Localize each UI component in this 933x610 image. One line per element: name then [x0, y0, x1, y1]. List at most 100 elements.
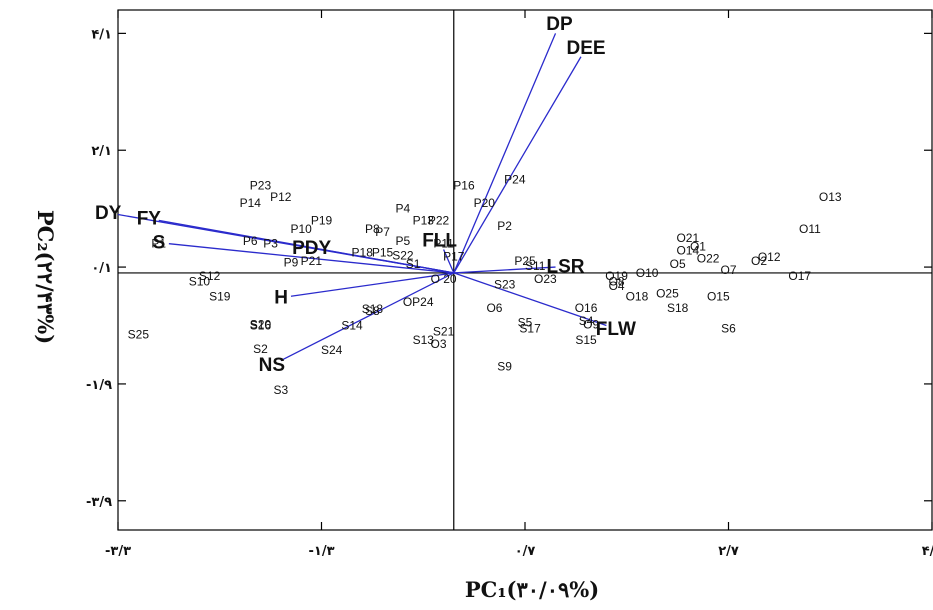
vector-label: FLW	[596, 319, 636, 340]
point-label: O2	[751, 254, 767, 268]
point-label: S18	[667, 301, 689, 315]
point-label: S6	[721, 321, 736, 335]
y-tick-label: -۳/۹	[86, 495, 112, 510]
point-label: O1	[690, 240, 706, 254]
x-axis-title: PC₁(۳۰/۰۹%)	[465, 577, 599, 602]
y-tick-label: ۲/۱	[91, 144, 112, 159]
vector-label: DY	[95, 203, 122, 224]
point-label: S25	[128, 327, 150, 341]
point-label: S12	[199, 269, 221, 283]
vector-line	[453, 56, 582, 274]
point-label: S20	[250, 317, 272, 331]
point-label: S14	[341, 319, 363, 333]
point-label: O4	[609, 279, 625, 293]
point-label: O13	[819, 190, 842, 204]
axis-ticks: -۳/۳ -۱/۳ ۰/۷ ۲/۷ ۴/۷ ۴/۱ ۲/۱ ۰/۱ -۱/۹ -۳/۹	[86, 10, 933, 559]
vector-line	[280, 272, 455, 362]
vector-label: DP	[546, 14, 573, 35]
point-label: P17	[443, 250, 465, 264]
point-label: S23	[494, 278, 516, 292]
point-label: O3	[431, 337, 447, 351]
point-label: O16	[575, 301, 598, 315]
vector-label: DEE	[566, 38, 605, 59]
point-label: P24	[504, 172, 526, 186]
point-label: O15	[707, 289, 730, 303]
point-label: P23	[250, 178, 272, 192]
point-label: P14	[240, 196, 262, 210]
vector-label: PDY	[292, 238, 331, 259]
point-label: S1	[406, 257, 421, 271]
point-label: P12	[270, 190, 292, 204]
point-label: O6	[486, 301, 502, 315]
point-label: P20	[474, 196, 496, 210]
point-label: P9	[284, 255, 299, 269]
variable-vectors: DP DEE DY FY S PDY FLL LSR H NS FLW	[95, 14, 636, 376]
point-label: P13	[413, 213, 435, 227]
point-label: S3	[273, 383, 288, 397]
vector-line	[290, 272, 454, 297]
point-label: S15	[575, 333, 597, 347]
vector-label: S	[153, 233, 166, 254]
point-label: O12	[758, 250, 781, 264]
point-label: O25	[656, 286, 679, 300]
y-axis-title: PC₂(۲۲/۴۳%)	[33, 210, 58, 344]
point-label: P8	[365, 222, 380, 236]
point-label: O14	[676, 244, 699, 258]
x-tick-label: ۲/۷	[718, 544, 739, 559]
point-label: S10	[189, 275, 211, 289]
point-label: P18	[352, 245, 374, 259]
point-label: S9	[497, 359, 512, 373]
point-label: OP24	[403, 295, 434, 309]
point-label: O18	[626, 289, 649, 303]
vector-line	[168, 243, 454, 274]
zero-lines	[118, 10, 932, 530]
y-tick-label: ۰/۱	[91, 261, 112, 276]
point-label: P15	[372, 245, 394, 259]
point-label: S16	[250, 319, 272, 333]
point-label: P2	[497, 219, 512, 233]
point-label: O22	[697, 251, 720, 265]
point-label: P10	[290, 222, 312, 236]
vector-line	[453, 266, 556, 274]
vector-line	[453, 272, 607, 327]
point-label: P1	[151, 237, 166, 251]
point-label: S5	[518, 316, 533, 330]
vector-label: LSR	[547, 257, 585, 278]
point-label: S17	[519, 321, 541, 335]
point-label: P21	[301, 254, 323, 268]
point-label: O21	[676, 231, 699, 245]
point-label: O19	[605, 269, 628, 283]
point-label: S19	[209, 289, 231, 303]
point-label: O5	[670, 257, 686, 271]
x-tick-label: -۱/۳	[308, 544, 334, 559]
point-label: P19	[311, 213, 333, 227]
vector-label: FLL	[422, 230, 457, 251]
point-label: S8	[365, 304, 380, 318]
x-tick-label: ۰/۷	[515, 544, 536, 559]
vector-label: NS	[259, 355, 285, 376]
point-label: O7	[720, 263, 736, 277]
point-label: O10	[636, 266, 659, 280]
vector-label: H	[274, 288, 288, 309]
point-label: P3	[263, 237, 278, 251]
point-label: P7	[375, 225, 390, 239]
vector-line	[443, 249, 455, 274]
point-label: S18	[362, 302, 384, 316]
point-label: S24	[321, 343, 343, 357]
point-label: P5	[396, 234, 411, 248]
point-label: O11	[799, 222, 821, 236]
point-label: S21	[433, 324, 455, 338]
point-label: O8	[609, 275, 625, 289]
x-tick-label: ۴/۷	[922, 544, 933, 559]
point-label: P6	[243, 234, 258, 248]
y-tick-label: -۱/۹	[86, 378, 112, 393]
point-label: S4	[579, 314, 594, 328]
point-label: P4	[396, 202, 411, 216]
x-tick-label: -۳/۳	[105, 544, 131, 559]
point-label: P22	[428, 213, 450, 227]
point-label: S13	[413, 333, 435, 347]
point-label: S11	[525, 259, 546, 273]
point-label: P11	[433, 237, 454, 251]
